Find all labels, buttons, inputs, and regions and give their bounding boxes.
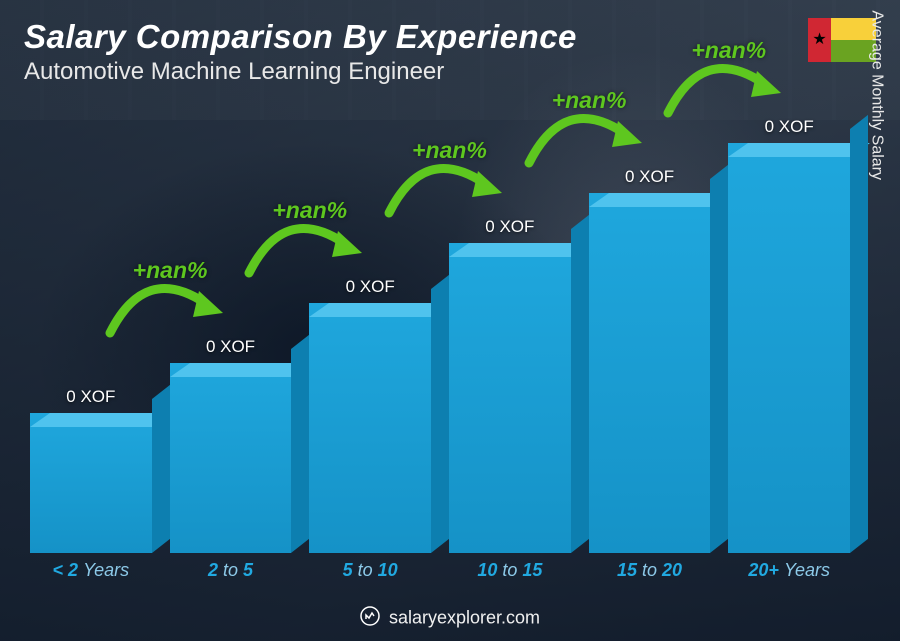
y-axis-label: Average Monthly Salary bbox=[868, 10, 886, 180]
bar-group: 0 XOF < 2 Years bbox=[30, 387, 152, 553]
bar-value: 0 XOF bbox=[66, 387, 115, 407]
pct-label: +nan% bbox=[272, 197, 347, 224]
pct-label: +nan% bbox=[412, 137, 487, 164]
bar-value: 0 XOF bbox=[485, 217, 534, 237]
page-subtitle: Automotive Machine Learning Engineer bbox=[24, 58, 876, 86]
bar-group: +nan% 0 XOF 10 to 15 bbox=[449, 217, 571, 553]
bar-value: 0 XOF bbox=[625, 167, 674, 187]
bar bbox=[309, 303, 431, 553]
bar-side-face bbox=[571, 215, 589, 553]
bar-group: +nan% 0 XOF 15 to 20 bbox=[589, 167, 711, 553]
bar-value: 0 XOF bbox=[765, 117, 814, 137]
bar-group: +nan% 0 XOF 5 to 10 bbox=[309, 277, 431, 553]
flag-stripe-left: ★ bbox=[808, 18, 831, 62]
bar-group: +nan% 0 XOF 20+ Years bbox=[728, 117, 850, 553]
bar-side-face bbox=[152, 385, 170, 553]
bar-front-face bbox=[449, 243, 571, 553]
logo-icon bbox=[360, 606, 380, 631]
bar-value: 0 XOF bbox=[346, 277, 395, 297]
footer-site: salaryexplorer.com bbox=[389, 607, 540, 627]
bar bbox=[728, 143, 850, 553]
bar-front-face bbox=[728, 143, 850, 553]
header: Salary Comparison By Experience Automoti… bbox=[24, 18, 876, 86]
bar-side-face bbox=[291, 335, 309, 553]
bar-side-face bbox=[710, 165, 728, 553]
country-flag: ★ bbox=[808, 18, 876, 62]
bar bbox=[30, 413, 152, 553]
bar-side-face bbox=[850, 115, 868, 553]
bar-front-face bbox=[309, 303, 431, 553]
footer: salaryexplorer.com bbox=[0, 606, 900, 631]
bar-top-face bbox=[30, 413, 172, 427]
bar-top-face bbox=[309, 303, 451, 317]
increase-arrow: +nan% bbox=[95, 255, 215, 345]
bar-front-face bbox=[589, 193, 711, 553]
page-title: Salary Comparison By Experience bbox=[24, 18, 876, 56]
flag-star-icon: ★ bbox=[812, 32, 826, 48]
increase-arrow: +nan% bbox=[374, 135, 494, 225]
x-axis-label: 20+ Years bbox=[704, 560, 874, 581]
bar-front-face bbox=[170, 363, 292, 553]
bar-front-face bbox=[30, 413, 152, 553]
bar-top-face bbox=[449, 243, 591, 257]
bar-top-face bbox=[728, 143, 870, 157]
bars-container: 0 XOF < 2 Years +nan% 0 XOF 2 to 5 +nan%… bbox=[30, 113, 850, 553]
bar bbox=[170, 363, 292, 553]
pct-label: +nan% bbox=[133, 257, 208, 284]
bar-value: 0 XOF bbox=[206, 337, 255, 357]
bar-group: +nan% 0 XOF 2 to 5 bbox=[170, 337, 292, 553]
bar-chart: 0 XOF < 2 Years +nan% 0 XOF 2 to 5 +nan%… bbox=[30, 101, 850, 581]
increase-arrow: +nan% bbox=[234, 195, 354, 285]
bar bbox=[449, 243, 571, 553]
bar-side-face bbox=[431, 275, 449, 553]
bar bbox=[589, 193, 711, 553]
